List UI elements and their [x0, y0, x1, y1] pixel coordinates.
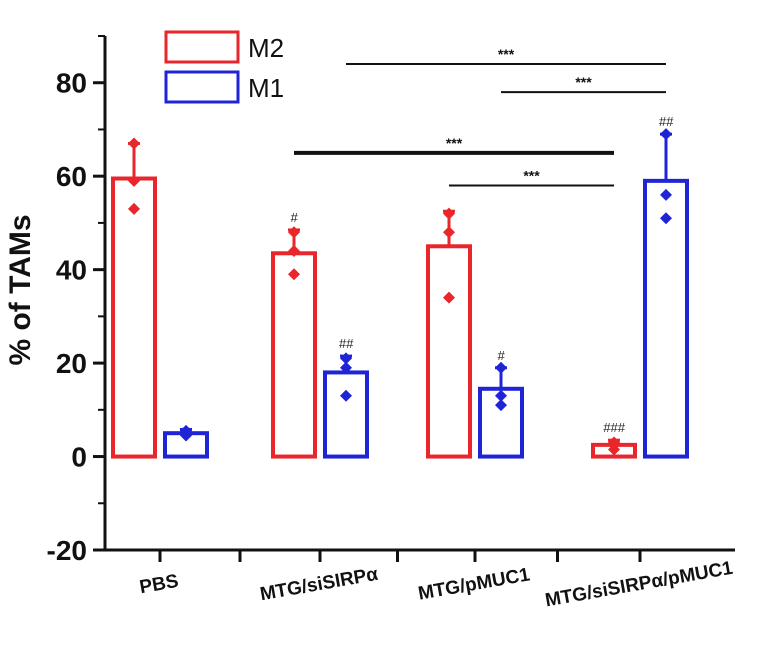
data-point — [443, 208, 455, 220]
significance-label: *** — [575, 74, 592, 90]
significance-mark: # — [290, 210, 298, 225]
bar — [273, 253, 315, 456]
data-point — [128, 137, 140, 149]
bars: ######### — [113, 114, 687, 456]
bar — [325, 372, 367, 456]
y-tick-label: -20 — [47, 535, 87, 566]
data-point — [660, 189, 672, 201]
data-point — [660, 212, 672, 224]
y-tick-label: 20 — [56, 348, 87, 379]
y-tick-label: 40 — [56, 255, 87, 286]
significance-label: *** — [523, 168, 540, 184]
x-tick-label: MTG/pMUC1 — [417, 564, 532, 604]
y-tick-label: 60 — [56, 161, 87, 192]
data-point — [288, 268, 300, 280]
significance-mark: ## — [659, 114, 674, 129]
legend-swatch — [166, 72, 238, 102]
legend-swatch — [166, 32, 238, 62]
significance-mark: ### — [603, 420, 625, 435]
legend-label: M1 — [248, 73, 284, 103]
legend-label: M2 — [248, 33, 284, 63]
data-point — [495, 362, 507, 374]
y-axis-label: % of TAMs — [4, 214, 37, 365]
data-point — [660, 128, 672, 140]
y-tick-label: 0 — [71, 442, 87, 473]
x-tick-label: MTG/siSIRPα/pMUC1 — [544, 558, 735, 612]
significance-brackets: *** *** *** *** — [294, 46, 666, 185]
significance-label: *** — [446, 135, 463, 151]
x-tick-label: MTG/siSIRPα — [258, 564, 380, 605]
data-point — [288, 226, 300, 238]
data-point — [443, 226, 455, 238]
x-tick-label: PBS — [138, 571, 180, 598]
data-point — [495, 390, 507, 402]
significance-mark: # — [497, 348, 505, 363]
y-tick-label: 80 — [56, 68, 87, 99]
data-point — [443, 292, 455, 304]
data-point — [340, 390, 352, 402]
significance-label: *** — [498, 46, 515, 62]
bar — [113, 179, 155, 457]
bar — [428, 246, 470, 456]
data-point — [128, 203, 140, 215]
axes: -20 0 20 40 60 80 PBS MTG/siSIRPα MTG/pMUC1 MTG/s… — [47, 36, 735, 611]
significance-mark: ## — [339, 336, 354, 351]
